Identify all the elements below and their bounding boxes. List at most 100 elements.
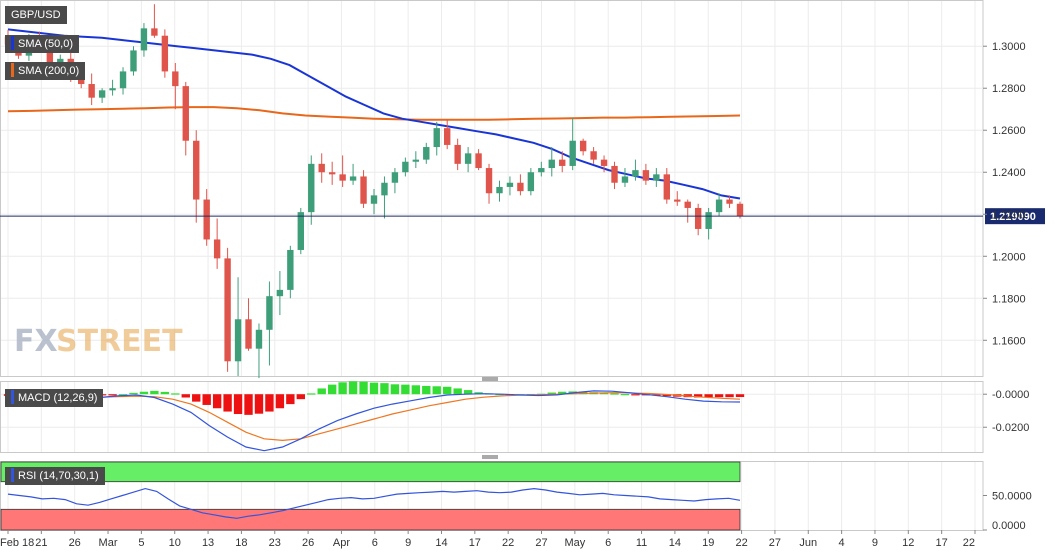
instrument-label-text: GBP/USD (11, 9, 61, 21)
candle-body (161, 35, 169, 72)
sma200-label[interactable]: SMA (200,0) (5, 62, 86, 80)
candle-body (203, 199, 210, 240)
macd-histogram-bar (631, 394, 640, 396)
candle (328, 161, 336, 185)
candle-body (600, 159, 608, 166)
candle-body (182, 86, 189, 141)
candle-body (46, 44, 54, 70)
candle (715, 193, 723, 217)
sma50-label[interactable]: SMA (50,0) (5, 35, 80, 53)
macd-label[interactable]: MACD (12,26,9) (5, 389, 104, 407)
candle (266, 281, 273, 366)
macd-signal-line (7, 392, 741, 442)
candle-body (433, 128, 440, 148)
candle-body (412, 159, 420, 162)
macd-line (7, 390, 741, 452)
candle-body (109, 88, 116, 91)
x-tick-label: 9 (872, 537, 878, 549)
macd-histogram-bar (380, 383, 389, 395)
x-tick-label: 22 (502, 537, 514, 549)
x-tick-label: 22 (963, 537, 975, 549)
candle (674, 191, 681, 206)
candle (726, 195, 733, 208)
y-tick-label: 1.2200 (992, 209, 1026, 221)
candle (517, 174, 524, 196)
x-tick-label: 6 (605, 537, 611, 549)
x-tick-label: 11 (636, 537, 647, 549)
macd-histogram-bar (254, 394, 264, 414)
rsi-swatch (11, 468, 14, 482)
candle (119, 67, 127, 95)
panel-backgrounds (0, 0, 984, 531)
macd-histogram-bar (693, 394, 703, 398)
candle (454, 138, 461, 171)
candle-body (569, 140, 576, 166)
rsi-oversold-zone (0, 508, 741, 531)
candle-body (559, 159, 566, 166)
macd-histogram-bar (327, 384, 337, 395)
x-tick-label: 5 (138, 537, 144, 549)
candle-body (130, 50, 137, 72)
candle (444, 119, 451, 150)
instrument-label[interactable]: GBP/USD (5, 6, 67, 24)
macd-histogram-bar (599, 392, 609, 395)
macd-histogram-bar (463, 390, 473, 395)
macd-histogram-bar (432, 386, 441, 395)
macd-histogram-bar (139, 391, 149, 395)
x-axis: Feb 18 21 26 Mar 5 10 13 18 23 26 Apr 6 9 14 17 22 27 May… (0, 530, 976, 549)
sma50-swatch (11, 36, 14, 50)
y-tick-label: 1.2000 (992, 251, 1026, 263)
macd-histogram-bar (704, 394, 713, 398)
rsi-line (7, 487, 741, 519)
macd-histogram-bar (401, 384, 410, 395)
macd-histogram-bar (108, 394, 117, 396)
macd-histogram-bar (171, 393, 180, 395)
candle-body (705, 212, 712, 229)
candle (203, 189, 210, 246)
candle (402, 157, 409, 177)
macd-histogram-bar (286, 394, 295, 405)
candle (423, 142, 430, 164)
y-tick-label: 1.2800 (992, 83, 1026, 95)
candle-body (485, 168, 493, 194)
candle (360, 170, 367, 208)
x-tick-label: 6 (372, 537, 378, 549)
rsi-label[interactable]: RSI (14,70,30,1) (5, 467, 105, 485)
macd-label-text: MACD (12,26,9) (18, 392, 98, 404)
candle-body (527, 172, 535, 192)
candle (339, 155, 346, 187)
candle-body (370, 195, 378, 204)
candle-body (172, 71, 179, 87)
macd-histogram-bar (348, 381, 358, 395)
x-tick-label: 18 (235, 537, 247, 549)
candle-body (234, 319, 242, 362)
candle (663, 168, 670, 204)
candle-body (98, 90, 106, 98)
macd-histogram-bar (317, 388, 326, 395)
candle-body (193, 140, 200, 200)
candle-body (590, 151, 597, 160)
macd-histogram-bar (307, 393, 316, 395)
candle-body (653, 174, 660, 181)
candle (193, 130, 200, 223)
candle (475, 149, 482, 171)
macd-histogram-bar (160, 391, 170, 395)
candle (569, 117, 576, 171)
macd-histogram-bar (662, 394, 671, 397)
candle (538, 161, 545, 177)
candle (151, 4, 158, 38)
macd-histogram-bar (265, 394, 274, 412)
candle (276, 270, 284, 316)
candle-body (715, 199, 723, 213)
candle (318, 153, 325, 183)
candle (130, 46, 137, 76)
candle-body (538, 168, 545, 173)
sma200-line (7, 106, 741, 121)
candle-body (726, 199, 733, 204)
x-tick-label: Mar (99, 537, 118, 549)
candle-body (360, 176, 367, 204)
candle (705, 207, 712, 240)
candle-body (423, 147, 430, 160)
rsi-label-text: RSI (14,70,30,1) (18, 470, 99, 482)
